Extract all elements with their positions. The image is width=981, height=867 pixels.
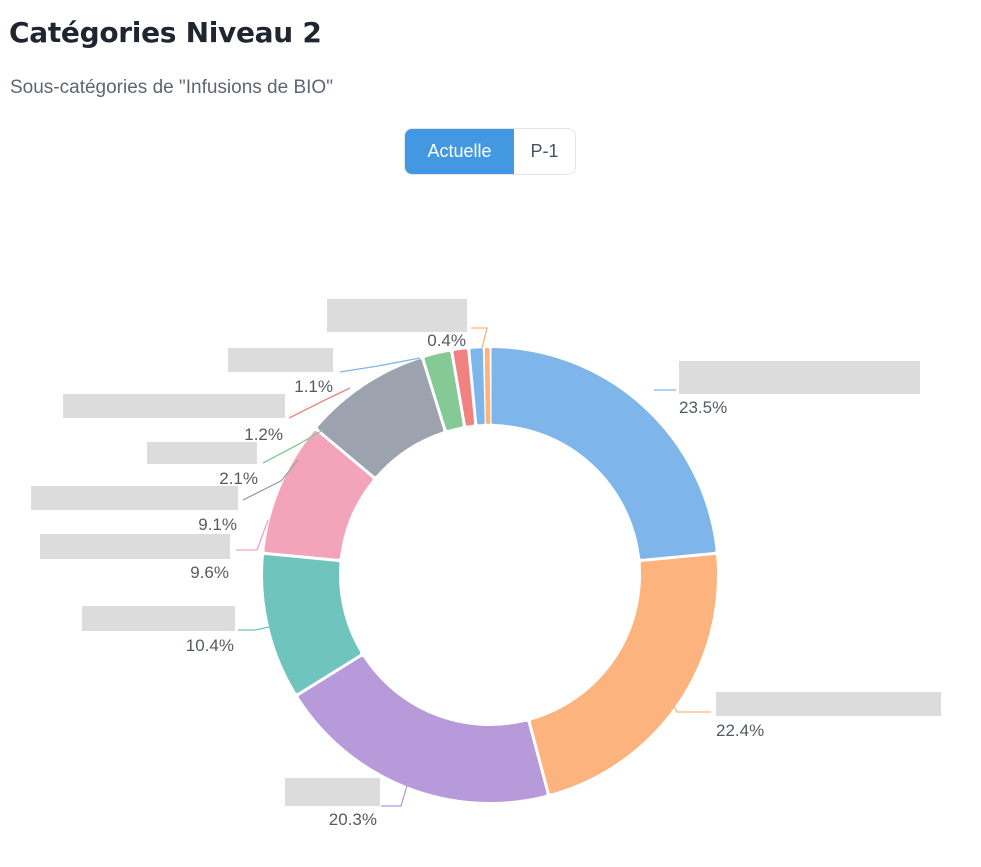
leader-line — [670, 699, 711, 713]
donut-slice[interactable] — [264, 431, 373, 559]
slice-percent-label: 2.1% — [219, 469, 258, 488]
leader-line — [262, 429, 324, 464]
redacted-category-name — [716, 692, 941, 716]
leader-line — [238, 626, 270, 631]
redacted-category-name — [228, 348, 333, 372]
redacted-category-name — [147, 442, 257, 464]
redacted-category-name — [82, 606, 235, 631]
slice-percent-label: 23.5% — [679, 398, 727, 417]
donut-slice[interactable] — [298, 656, 547, 802]
toggle-current-button[interactable]: Actuelle — [405, 129, 514, 174]
slice-percent-label: 1.1% — [294, 377, 333, 396]
redacted-category-name — [285, 778, 380, 806]
slice-percent-label: 9.1% — [198, 515, 237, 534]
leader-line — [288, 387, 351, 419]
page-title: Catégories Niveau 2 — [9, 16, 322, 49]
leader-line — [236, 519, 269, 551]
leader-line — [471, 327, 488, 349]
donut-slice[interactable] — [424, 351, 463, 430]
donut-slice[interactable] — [263, 554, 361, 693]
slice-percent-label: 20.3% — [329, 810, 377, 829]
slice-percent-label: 0.4% — [427, 331, 466, 350]
slice-percent-label: 22.4% — [716, 721, 764, 740]
toggle-previous-period-button[interactable]: P-1 — [514, 129, 575, 174]
slice-percent-label: 9.6% — [190, 563, 229, 582]
leader-line — [242, 459, 299, 501]
period-toggle: Actuelle P-1 — [404, 128, 576, 175]
redacted-category-name — [679, 361, 920, 394]
redacted-category-name — [63, 394, 285, 418]
donut-slice[interactable] — [470, 348, 485, 425]
donut-slice[interactable] — [491, 348, 716, 559]
donut-slice[interactable] — [317, 359, 444, 476]
slice-percent-label: 10.4% — [186, 636, 234, 655]
donut-slice[interactable] — [484, 348, 491, 425]
redacted-category-name — [327, 299, 467, 332]
leader-line — [381, 781, 409, 807]
redacted-category-name — [31, 486, 238, 510]
page-subtitle: Sous-catégories de "Infusions de BIO" — [10, 77, 333, 98]
donut-slice[interactable] — [530, 554, 717, 794]
donut-slice[interactable] — [453, 349, 475, 426]
redacted-category-name — [40, 534, 230, 559]
slice-percent-label: 1.2% — [244, 425, 283, 444]
leader-line — [339, 357, 421, 373]
